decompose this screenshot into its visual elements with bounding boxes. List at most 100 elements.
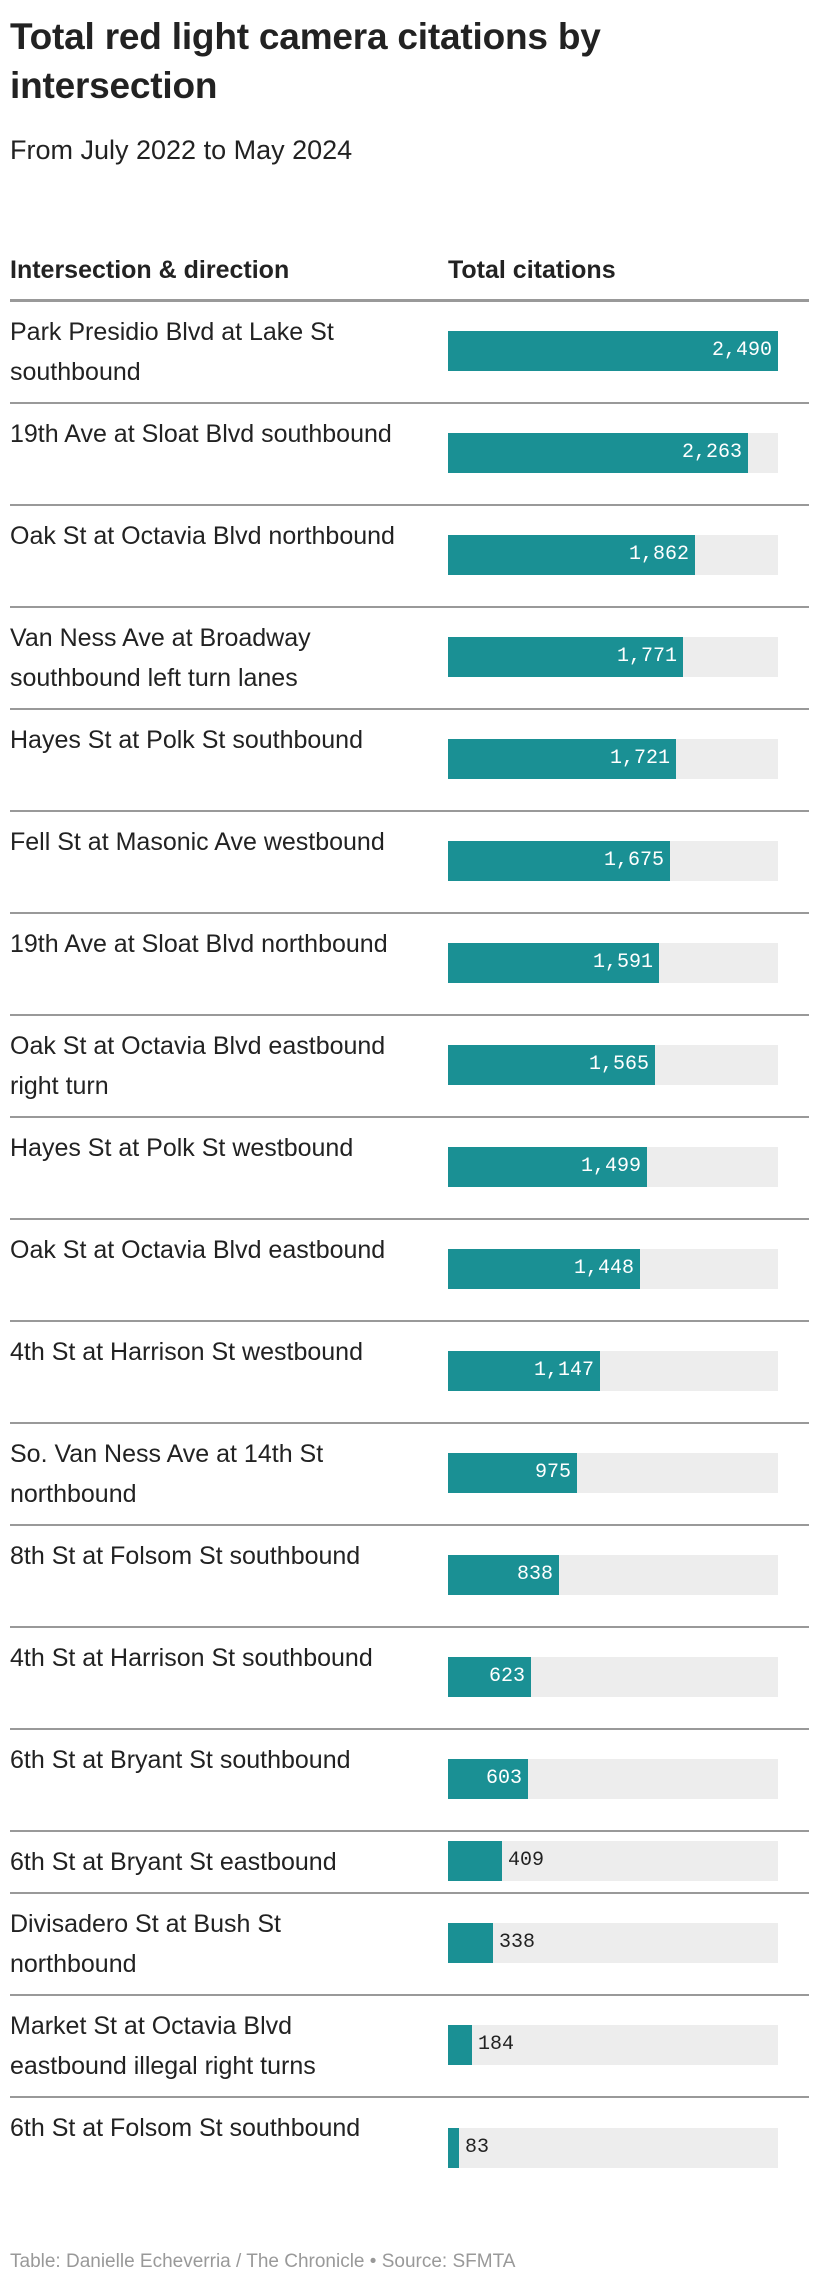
intersection-label: 4th St at Harrison St westbound [10,1338,363,1366]
table-row: Van Ness Ave at Broadway southbound left… [10,608,809,710]
citation-bar [448,1555,559,1595]
bar-track: 1,675 [448,841,778,881]
bar-track: 184 [448,2025,778,2065]
bar-track: 975 [448,1453,778,1493]
citation-bar [448,1147,647,1187]
source-credit: Table: Danielle Echeverria / The Chronic… [10,2251,516,2272]
citation-bar [448,1351,600,1391]
table-row: Fell St at Masonic Ave westbound 1,675 [10,812,809,914]
intersection-label: Hayes St at Polk St westbound [10,1134,354,1162]
bar-track: 1,862 [448,535,778,575]
citation-value: 1,448 [573,1257,634,1280]
table-row: Divisadero St at Bush St northbound 338 [10,1894,809,1996]
citation-bar [448,841,670,881]
table-row: Market St at Octavia Blvd eastbound ille… [10,1996,809,2098]
citation-bar [448,1759,528,1799]
chart-subtitle: From July 2022 to May 2024 [10,135,353,165]
bar-track: 1,565 [448,1045,778,1085]
intersection-label: Oak St at Octavia Blvd northbound [10,522,395,550]
citation-bar [448,535,695,575]
bar-track: 603 [448,1759,778,1799]
citation-bar [448,2025,472,2065]
citation-bar [448,1841,502,1881]
table-row: 4th St at Harrison St southbound 623 [10,1628,809,1730]
citation-value: 2,490 [711,339,772,362]
citation-value: 1,771 [616,645,677,668]
citation-bar [448,1453,577,1493]
citation-value: 1,499 [580,1155,641,1178]
intersection-label: 4th St at Harrison St southbound [10,1644,373,1672]
bar-track: 2,263 [448,433,778,473]
citation-value: 838 [516,1563,553,1586]
bar-track: 1,147 [448,1351,778,1391]
citation-bar [448,1045,655,1085]
citation-bar [448,2128,459,2168]
table-row: Oak St at Octavia Blvd eastbound 1,448 [10,1220,809,1322]
citation-value: 184 [478,2033,515,2056]
citation-bar [448,1249,640,1289]
chart-title: Total red light camera citations by inte… [10,16,601,106]
table-row: So. Van Ness Ave at 14th St northbound 97… [10,1424,809,1526]
bar-track: 1,448 [448,1249,778,1289]
intersection-label: 8th St at Folsom St southbound [10,1542,361,1570]
citation-bar [448,943,659,983]
table-body: Park Presidio Blvd at Lake St southbound… [10,302,809,2200]
table-row: 19th Ave at Sloat Blvd southbound 2,263 [10,404,809,506]
citation-value: 2,263 [681,441,742,464]
citation-value: 623 [488,1665,525,1688]
intersection-label: So. Van Ness Ave at 14th St northbound [10,1440,324,1508]
bar-track: 623 [448,1657,778,1697]
citation-bar [448,433,748,473]
bar-track: 2,490 [448,331,778,371]
citation-value: 603 [485,1767,522,1790]
citation-value: 1,675 [603,849,664,872]
citation-value: 1,147 [533,1359,594,1382]
table-header: Intersection & direction Total citations [10,250,809,302]
citation-value: 338 [499,1931,536,1954]
table-row: 8th St at Folsom St southbound 838 [10,1526,809,1628]
bar-track: 1,721 [448,739,778,779]
citation-bar [448,1657,531,1697]
bar-track: 1,591 [448,943,778,983]
table-row: Hayes St at Polk St westbound 1,499 [10,1118,809,1220]
intersection-label: Market St at Octavia Blvd eastbound ille… [10,2012,316,2080]
citation-value: 1,565 [588,1053,649,1076]
table-row: 6th St at Bryant St eastbound 409 [10,1832,809,1894]
citation-value: 83 [465,2136,490,2159]
table-row: Park Presidio Blvd at Lake St southbound… [10,302,809,404]
bar-track: 83 [448,2128,778,2168]
citation-bar [448,331,778,371]
table-row: Hayes St at Polk St southbound 1,721 [10,710,809,812]
intersection-label: Van Ness Ave at Broadway southbound left… [10,624,311,692]
intersection-label: Hayes St at Polk St southbound [10,726,363,754]
citation-value: 409 [508,1849,545,1872]
intersection-label: 19th Ave at Sloat Blvd northbound [10,930,388,958]
citation-bar [448,1923,493,1963]
intersection-label: Divisadero St at Bush St northbound [10,1910,281,1978]
citation-bar [448,739,676,779]
intersection-label: 6th St at Bryant St southbound [10,1746,351,1774]
column-header-total-citations: Total citations [448,256,616,284]
intersection-label: Park Presidio Blvd at Lake St southbound [10,318,334,386]
citation-bar [448,637,683,677]
intersection-label: 19th Ave at Sloat Blvd southbound [10,420,392,448]
citation-value: 975 [534,1461,571,1484]
bar-track: 338 [448,1923,778,1963]
column-header-intersection: Intersection & direction [10,256,290,284]
table-row: 6th St at Bryant St southbound 603 [10,1730,809,1832]
citation-value: 1,591 [592,951,653,974]
intersection-label: Oak St at Octavia Blvd eastbound [10,1236,386,1264]
table-row: Oak St at Octavia Blvd eastbound right t… [10,1016,809,1118]
table-row: Oak St at Octavia Blvd northbound 1,862 [10,506,809,608]
intersection-label: Oak St at Octavia Blvd eastbound right t… [10,1032,386,1100]
citation-value: 1,862 [628,543,689,566]
intersection-label: Fell St at Masonic Ave westbound [10,828,385,856]
table-row: 4th St at Harrison St westbound 1,147 [10,1322,809,1424]
table-row: 19th Ave at Sloat Blvd northbound 1,591 [10,914,809,1016]
bar-track: 1,499 [448,1147,778,1187]
table-row: 6th St at Folsom St southbound 83 [10,2098,809,2200]
intersection-label: 6th St at Folsom St southbound [10,2114,361,2142]
bar-track: 838 [448,1555,778,1595]
citation-value: 1,721 [609,747,670,770]
bar-track: 1,771 [448,637,778,677]
